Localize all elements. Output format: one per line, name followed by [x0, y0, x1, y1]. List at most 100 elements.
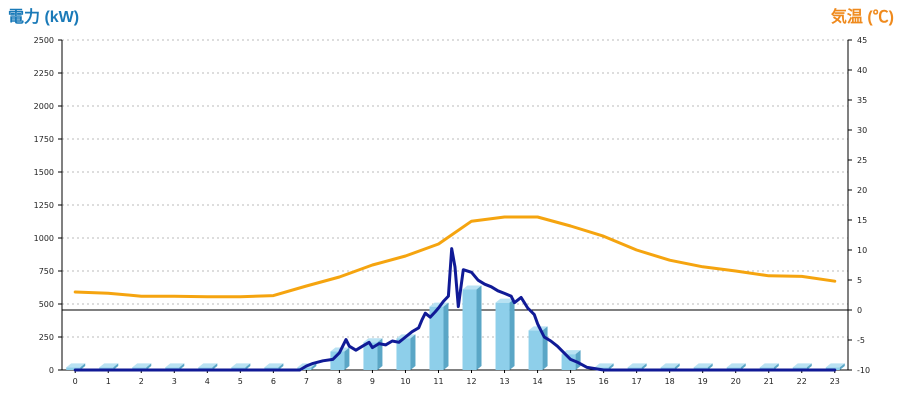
- bar-top-face: [759, 363, 779, 368]
- bar-top-face: [693, 363, 713, 368]
- x-tick-label: 11: [433, 377, 443, 386]
- bar-side-face: [146, 363, 152, 370]
- bar-side-face: [674, 363, 680, 370]
- bar-side-face: [278, 363, 284, 370]
- x-tick-label: 15: [565, 377, 575, 386]
- bar-side-face: [839, 363, 845, 370]
- left-tick-label: 2500: [34, 36, 54, 45]
- bar: [528, 330, 543, 370]
- x-tick-label: 8: [337, 377, 342, 386]
- bar-top-face: [792, 363, 812, 368]
- bar-top-face: [495, 298, 515, 303]
- left-tick-label: 2000: [34, 102, 54, 111]
- right-tick-label: -5: [857, 336, 865, 345]
- bar: [363, 342, 378, 370]
- bar-side-face: [476, 285, 482, 370]
- right-tick-label: 35: [857, 96, 867, 105]
- x-tick-label: 9: [370, 377, 375, 386]
- left-tick-label: 1250: [34, 201, 54, 210]
- bar-top-face: [825, 363, 845, 368]
- bar-side-face: [509, 298, 515, 370]
- x-tick-label: 3: [172, 377, 177, 386]
- x-tick-label: 19: [698, 377, 708, 386]
- x-tick-label: 6: [271, 377, 276, 386]
- right-tick-label: 45: [857, 36, 867, 45]
- x-tick-label: 23: [830, 377, 840, 386]
- left-tick-label: 2250: [34, 69, 54, 78]
- x-tick-label: 16: [599, 377, 609, 386]
- bar-top-face: [429, 302, 449, 307]
- bar-side-face: [377, 338, 383, 370]
- bar-top-face: [231, 363, 251, 368]
- right-tick-label: -10: [857, 366, 870, 375]
- x-tick-label: 13: [499, 377, 509, 386]
- temperature-line: [73, 215, 837, 299]
- x-tick-label: 17: [632, 377, 642, 386]
- bar-side-face: [641, 363, 647, 370]
- bar: [396, 338, 411, 370]
- x-tick-label: 2: [139, 377, 144, 386]
- bar-top-face: [627, 363, 647, 368]
- bar-top-face: [528, 326, 548, 331]
- bar-side-face: [245, 363, 251, 370]
- bar-top-face: [99, 363, 119, 368]
- bar-top-face: [66, 363, 86, 368]
- right-tick-label: 0: [857, 306, 862, 315]
- bar-top-face: [165, 363, 185, 368]
- x-tick-label: 7: [304, 377, 309, 386]
- right-tick-label: 10: [857, 246, 867, 255]
- bar-side-face: [80, 363, 86, 370]
- x-tick-label: 14: [532, 377, 542, 386]
- bar-side-face: [311, 363, 317, 370]
- right-axis-title: 気温 (℃): [831, 7, 894, 26]
- right-tick-label: 15: [857, 216, 867, 225]
- bar: [495, 302, 510, 370]
- left-axis-title: 電力 (kW): [8, 7, 79, 26]
- left-tick-label: 500: [39, 300, 54, 309]
- bar: [561, 354, 576, 370]
- bar-side-face: [344, 347, 350, 370]
- right-tick-label: 20: [857, 186, 867, 195]
- bar-side-face: [806, 363, 812, 370]
- left-tick-label: 750: [39, 267, 54, 276]
- bar: [66, 367, 81, 370]
- bar-side-face: [740, 363, 746, 370]
- bar-side-face: [212, 363, 218, 370]
- right-tick-label: 5: [857, 276, 862, 285]
- x-tick-label: 10: [400, 377, 410, 386]
- right-tick-label: 40: [857, 66, 867, 75]
- x-tick-label: 20: [731, 377, 741, 386]
- bar-side-face: [773, 363, 779, 370]
- x-tick-label: 21: [764, 377, 774, 386]
- x-tick-label: 12: [466, 377, 476, 386]
- x-tick-label: 4: [205, 377, 210, 386]
- right-tick-label: 30: [857, 126, 867, 135]
- bar-top-face: [660, 363, 680, 368]
- bar-top-face: [462, 285, 482, 290]
- x-tick-label: 0: [73, 377, 78, 386]
- bar-side-face: [443, 302, 449, 370]
- bar: [429, 306, 444, 370]
- power-line: [73, 247, 837, 372]
- right-tick-label: 25: [857, 156, 867, 165]
- bar-top-face: [264, 363, 284, 368]
- x-tick-label: 5: [238, 377, 243, 386]
- bar-side-face: [410, 334, 416, 370]
- bar-side-face: [113, 363, 119, 370]
- left-tick-label: 250: [39, 333, 54, 342]
- bar-side-face: [179, 363, 185, 370]
- bar-side-face: [608, 363, 614, 370]
- left-tick-label: 1750: [34, 135, 54, 144]
- left-tick-label: 0: [49, 366, 54, 375]
- bar-top-face: [726, 363, 746, 368]
- x-tick-label: 18: [665, 377, 675, 386]
- bar: [330, 351, 345, 370]
- x-tick-label: 22: [797, 377, 807, 386]
- bar: [462, 289, 477, 370]
- bar-top-face: [132, 363, 152, 368]
- bar-side-face: [575, 350, 581, 370]
- left-tick-label: 1500: [34, 168, 54, 177]
- bar-top-face: [594, 363, 614, 368]
